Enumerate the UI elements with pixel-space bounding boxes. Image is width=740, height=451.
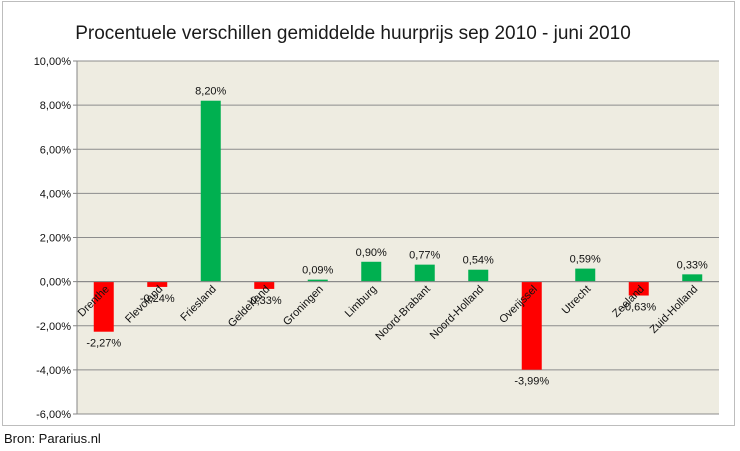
y-tick-label: -4,00%: [36, 365, 71, 377]
bar: [575, 268, 596, 282]
y-tick-label: 2,00%: [40, 233, 71, 245]
data-label: -0,33%: [247, 295, 282, 307]
data-label: 0,33%: [677, 259, 708, 271]
y-tick-label: 4,00%: [40, 188, 71, 200]
y-tick-label: 0,00%: [40, 277, 71, 289]
bar: [361, 261, 382, 282]
bar: [200, 100, 221, 282]
y-tick-label: 10,00%: [34, 56, 72, 68]
y-tick-label: 8,00%: [40, 100, 71, 112]
bar: [147, 281, 168, 287]
y-tick-label: -6,00%: [36, 409, 71, 421]
y-tick-label: 6,00%: [40, 144, 71, 156]
data-label: -0,63%: [621, 302, 656, 314]
chart-title: Procentuele verschillen gemiddelde huurp…: [75, 23, 631, 44]
data-label: 0,59%: [570, 254, 601, 266]
bar: [682, 274, 703, 282]
bar: [254, 281, 275, 289]
bar: [307, 279, 328, 282]
data-label: -3,99%: [514, 376, 549, 388]
data-label: 0,90%: [356, 247, 387, 259]
source-note: Bron: Pararius.nl: [4, 431, 101, 446]
bar: [628, 281, 649, 296]
data-label: -0,24%: [140, 293, 175, 305]
data-label: 0,54%: [463, 255, 494, 267]
bar: [468, 269, 489, 282]
bar: [521, 281, 542, 370]
bar-chart: Procentuele verschillen gemiddelde huurp…: [34, 23, 719, 421]
chart-frame: Procentuele verschillen gemiddelde huurp…: [2, 1, 735, 426]
y-tick-label: -2,00%: [36, 321, 71, 333]
bar: [414, 264, 435, 282]
bar: [93, 281, 114, 332]
data-label: 0,77%: [409, 250, 440, 262]
data-label: -2,27%: [86, 338, 121, 350]
data-label: 0,09%: [302, 265, 333, 277]
data-label: 8,20%: [195, 86, 226, 98]
